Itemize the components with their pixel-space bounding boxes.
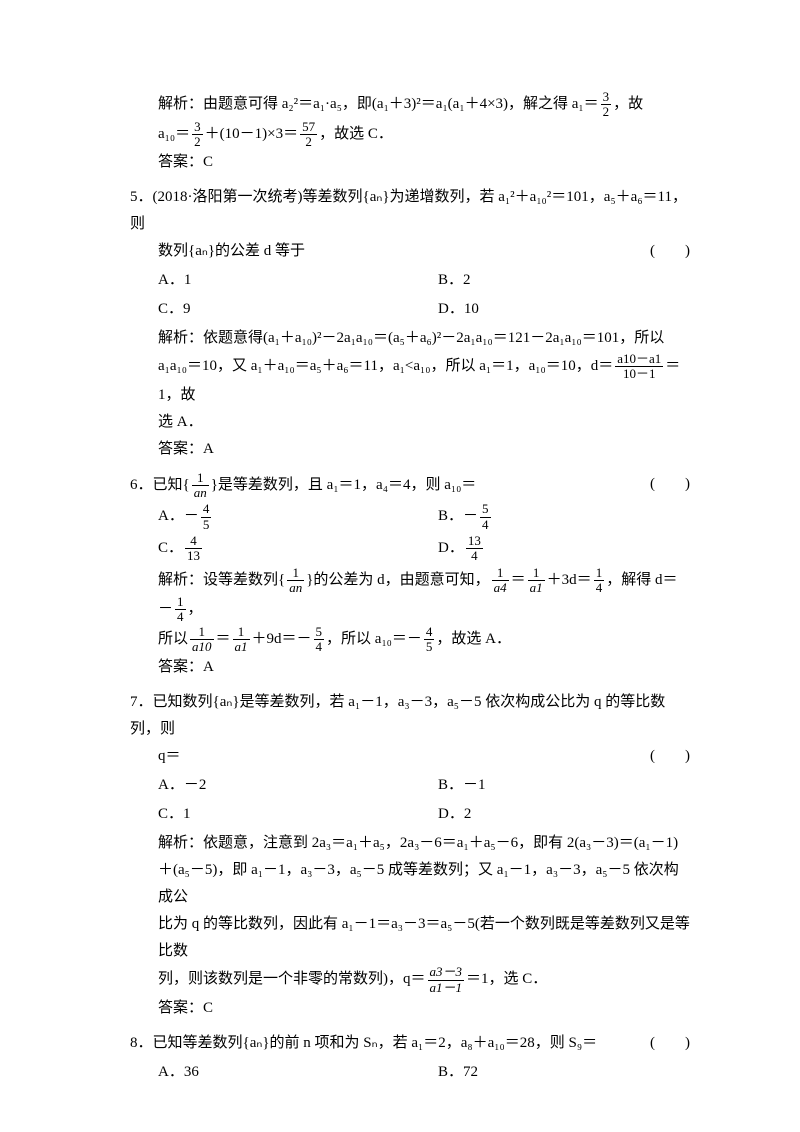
option-a: A．－2 — [158, 772, 438, 799]
q6-number: 6． — [130, 477, 153, 493]
answer-blank: ( ) — [650, 743, 690, 770]
fraction: 32 — [192, 120, 203, 150]
text: ，故 — [613, 96, 643, 112]
q4-solution-line1: 解析：由题意可得 a₂²＝a₁·a₅，即(a₁＋3)²＝a₁(a₁＋4×3)，解… — [130, 90, 690, 120]
text: 已知{ — [153, 477, 190, 493]
fraction: 45 — [201, 502, 212, 532]
fraction: 45 — [424, 625, 435, 655]
q6-stem-text: 6．已知{1an}是等差数列，且 a₁＝1，a₄＝4，则 a₁₀＝ — [130, 471, 476, 501]
option-a: A．36 — [158, 1059, 438, 1086]
q8-stem: 8．已知等差数列{aₙ}的前 n 项和为 Sₙ，若 a₁＝2，a₈＋a₁₀＝28… — [130, 1030, 690, 1057]
q5-solution-line1: 解析：依题意得(a₁＋a₁₀)²－2a₁a₁₀＝(a₅＋a₆)²－2a₁a₁₀＝… — [130, 325, 690, 352]
answer-blank: ( ) — [650, 238, 690, 265]
q5-number: 5． — [130, 189, 153, 205]
option-b: B．－54 — [438, 502, 690, 532]
q5-answer: 答案：A — [130, 436, 690, 463]
text: ，故选 C． — [319, 126, 393, 142]
option-b: B．2 — [438, 267, 690, 294]
fraction: 413 — [185, 534, 202, 564]
q7-solution-line2: ＋(a₅－5)，即 a₁－1，a₃－3，a₅－5 成等差数列；又 a₁－1，a₃… — [130, 857, 690, 911]
q7-solution-line4: 列，则该数列是一个非零的常数列)，q＝a3－3a1－1＝1，选 C． — [130, 965, 690, 995]
fraction: 1an — [192, 471, 209, 501]
text: q＝ — [158, 743, 181, 770]
text: a₁₀＝ — [158, 126, 190, 142]
fraction: a3－3a1－1 — [428, 965, 465, 995]
option-d: D．2 — [438, 801, 690, 828]
fraction: 14 — [175, 595, 186, 625]
q7-answer: 答案：C — [130, 995, 690, 1022]
text: (2018·洛阳第一次统考)等差数列{aₙ}为递增数列，若 a₁²＋a₁₀²＝1… — [130, 189, 687, 232]
fraction: 54 — [314, 625, 325, 655]
option-c: C．1 — [158, 801, 438, 828]
fraction: 1a10 — [190, 625, 214, 655]
option-c: C．9 — [158, 296, 438, 323]
q6-stem: 6．已知{1an}是等差数列，且 a₁＝1，a₄＝4，则 a₁₀＝ ( ) — [130, 471, 690, 501]
q4-solution-line2: a₁₀＝32＋(10－1)×3＝572，故选 C． — [130, 120, 690, 150]
q8-options-row1: A．36 B．72 — [130, 1059, 690, 1086]
q7-number: 7． — [130, 694, 153, 710]
fraction: 134 — [466, 534, 483, 564]
q6-options-row2: C．413 D．134 — [130, 534, 690, 564]
document-page: 解析：由题意可得 a₂²＝a₁·a₅，即(a₁＋3)²＝a₁(a₁＋4×3)，解… — [0, 0, 800, 1128]
fraction: 1a4 — [492, 566, 509, 596]
q5-options-row2: C．9 D．10 — [130, 296, 690, 323]
fraction: 32 — [601, 90, 612, 120]
q8-number: 8． — [130, 1035, 153, 1051]
text: a₂²＝a₁·a₅，即(a₁＋3)²＝a₁(a₁＋4×3)，解之得 a₁＝ — [282, 96, 599, 112]
fraction: 1a1 — [528, 566, 545, 596]
option-d: D．134 — [438, 534, 690, 564]
text: a₁a₁₀＝10，又 a₁＋a₁₀＝a₅＋a₆＝11，a₁<a₁₀，所以 a₁＝… — [158, 358, 613, 374]
q6-solution-line2: 所以1a10＝1a1＋9d＝－54，所以 a₁₀＝－45，故选 A． — [130, 625, 690, 655]
answer-blank: ( ) — [650, 471, 690, 501]
q7-stem-line2: q＝ ( ) — [130, 743, 690, 770]
q7-options-row2: C．1 D．2 — [130, 801, 690, 828]
text: 已知数列{aₙ}是等差数列，若 a₁－1，a₃－3，a₅－5 依次构成公比为 q… — [130, 694, 665, 737]
q5-solution-line3: 选 A． — [130, 409, 690, 436]
text: 解析：由题意可得 — [158, 96, 282, 112]
text: 已知等差数列{aₙ}的前 n 项和为 Sₙ，若 a₁＝2，a₈＋a₁₀＝28，则… — [153, 1035, 598, 1051]
text: 数列{aₙ}的公差 d 等于 — [158, 238, 305, 265]
option-d: D．10 — [438, 296, 690, 323]
q4-answer: 答案：C — [130, 149, 690, 176]
option-c: C．413 — [158, 534, 438, 564]
q7-solution-line1: 解析：依题意，注意到 2a₃＝a₁＋a₅，2a₃－6＝a₁＋a₅－6，即有 2(… — [130, 830, 690, 857]
answer-blank: ( ) — [650, 1030, 690, 1057]
option-a: A．－45 — [158, 502, 438, 532]
option-b: B．－1 — [438, 772, 690, 799]
q7-stem-line1: 7．已知数列{aₙ}是等差数列，若 a₁－1，a₃－3，a₅－5 依次构成公比为… — [130, 689, 690, 743]
fraction: a10－a110－1 — [615, 352, 663, 382]
q7-solution-line3: 比为 q 的等比数列，因此有 a₁－1＝a₃－3＝a₅－5(若一个数列既是等差数… — [130, 911, 690, 965]
text: }是等差数列，且 a₁＝1，a₄＝4，则 a₁₀＝ — [211, 477, 477, 493]
q5-stem-line1: 5．(2018·洛阳第一次统考)等差数列{aₙ}为递增数列，若 a₁²＋a₁₀²… — [130, 184, 690, 238]
fraction: 572 — [300, 120, 317, 150]
fraction: 14 — [594, 566, 605, 596]
q8-stem-text: 8．已知等差数列{aₙ}的前 n 项和为 Sₙ，若 a₁＝2，a₈＋a₁₀＝28… — [130, 1030, 597, 1057]
q6-options-row1: A．－45 B．－54 — [130, 502, 690, 532]
q5-solution-line2: a₁a₁₀＝10，又 a₁＋a₁₀＝a₅＋a₆＝11，a₁<a₁₀，所以 a₁＝… — [130, 352, 690, 409]
fraction: 1an — [287, 566, 304, 596]
q7-options-row1: A．－2 B．－1 — [130, 772, 690, 799]
q6-answer: 答案：A — [130, 654, 690, 681]
text: ＋(10－1)×3＝ — [205, 126, 298, 142]
fraction: 54 — [480, 502, 491, 532]
q5-options-row1: A．1 B．2 — [130, 267, 690, 294]
fraction: 1a1 — [233, 625, 250, 655]
option-b: B．72 — [438, 1059, 690, 1086]
option-a: A．1 — [158, 267, 438, 294]
q5-stem-line2: 数列{aₙ}的公差 d 等于 ( ) — [130, 238, 690, 265]
q6-solution-line1: 解析：设等差数列{1an}的公差为 d，由题意可知，1a4＝1a1＋3d＝14，… — [130, 566, 690, 625]
